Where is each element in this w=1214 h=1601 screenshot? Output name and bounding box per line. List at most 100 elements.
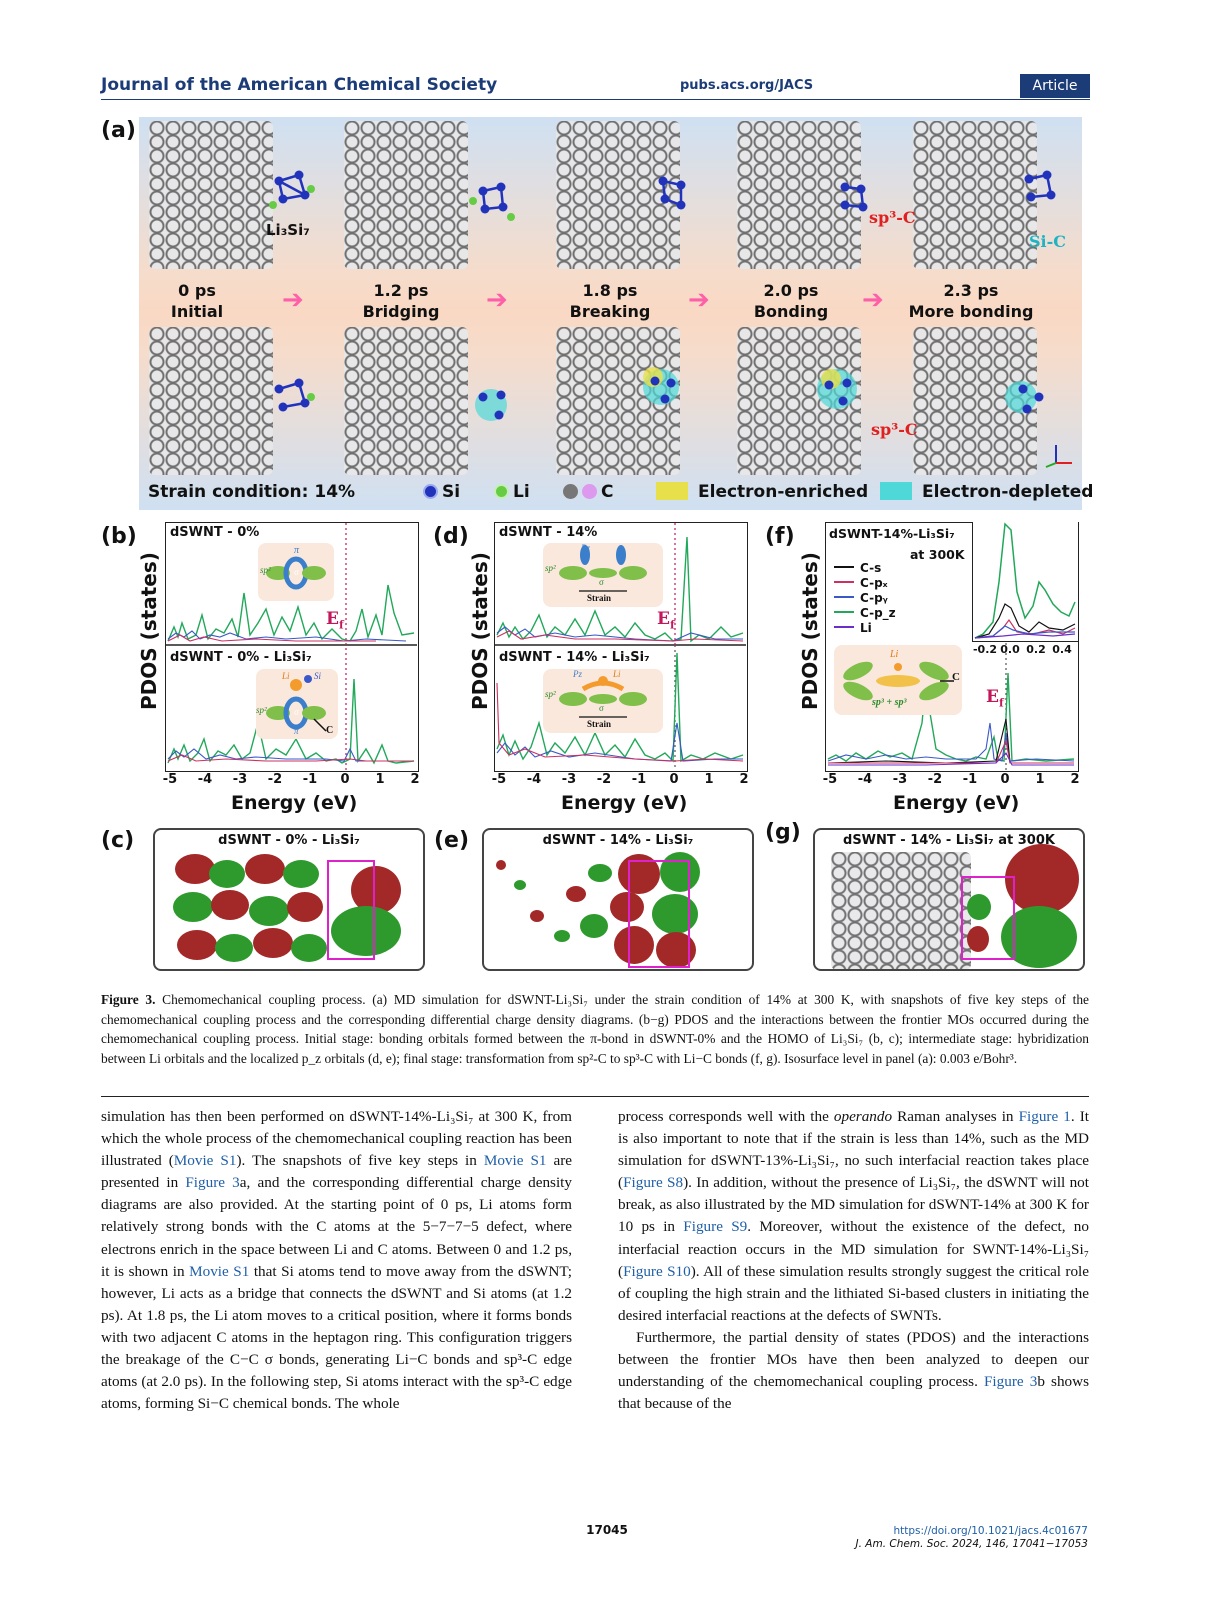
figure-3-link[interactable]: Figure 3: [185, 1174, 240, 1192]
li3si7-cluster: [840, 182, 868, 212]
paragraph: Furthermore, the partial density of stat…: [618, 1328, 1090, 1413]
fermi-level-label: Ef: [986, 687, 1004, 710]
panel-title: dSWNT - 14% - Li₃Si₇ at 300K: [843, 833, 1055, 848]
step-1-2ps: 1.2 ps Bridging: [362, 281, 440, 321]
orbital-inset: Li Si sp² π σ C: [256, 669, 338, 739]
pdos-plot: [495, 523, 746, 770]
li3si7-cluster: [643, 367, 679, 405]
orbital-diagram-icon: [266, 556, 326, 590]
li3si7-cluster: [469, 182, 515, 221]
c-atom-icon: [563, 484, 578, 499]
legend-c: C: [563, 482, 613, 502]
panel-label-a: (a): [101, 118, 136, 143]
fermi-level-label: Ef: [657, 609, 675, 632]
legend-item: C-p_z: [834, 606, 896, 621]
orbital-inset: Li C sp³ + sp³: [834, 645, 962, 715]
journal-site-link[interactable]: pubs.acs.org/JACS: [680, 78, 814, 93]
movie-s1-link[interactable]: Movie S1: [189, 1262, 250, 1280]
figure-3-link[interactable]: Figure 3: [983, 1373, 1038, 1391]
nanotube-snapshot: [831, 852, 971, 969]
arrow-right-icon: ➔: [486, 285, 508, 315]
nanotube-snapshot: [556, 121, 680, 269]
page-number: 17045: [586, 1523, 628, 1537]
figure-caption: Figure 3. Chemomechanical coupling proce…: [101, 990, 1089, 1069]
li3si7-cluster: [1005, 381, 1044, 414]
doi-link[interactable]: https://doi.org/10.1021/jacs.4c01677: [893, 1525, 1089, 1537]
pdos-top-title: dSWNT - 0%: [170, 525, 260, 540]
cluster-label: Li₃Si₇: [266, 221, 310, 239]
legend-item: C-pₓ: [834, 576, 896, 591]
journal-title: Journal of the American Chemical Society: [101, 75, 498, 95]
paragraph: simulation has then been performed on dS…: [101, 1108, 573, 1413]
panel-a-md-snapshots: Li₃Si₇ 0 ps Initial 1.2 ps Bridging 1.8 ps…: [139, 117, 1093, 510]
x-ticks: -5 -4 -3 -2 -1 0 1 2: [491, 772, 749, 787]
nanotube-snapshot: [149, 327, 273, 475]
arrow-right-icon: ➔: [282, 285, 304, 315]
citation-text: J. Am. Chem. Soc. 2024, 146, 17041−17053: [855, 1538, 1088, 1550]
y-axis-label: PDOS (states): [468, 552, 492, 710]
legend-li: Li: [494, 482, 530, 502]
panel-a-legend: Strain condition: 14% Si Li C Electron-e…: [139, 474, 1093, 510]
step-2-0ps: 2.0 ps Bonding: [753, 281, 829, 321]
pdos-subtitle: at 300K: [910, 547, 965, 562]
panel-title: dSWNT - 0% - Li₃Si₇: [218, 833, 360, 848]
nanotube-snapshot: [737, 121, 861, 269]
page-header: Journal of the American Chemical Society…: [101, 74, 1090, 100]
caption-label: Figure 3.: [101, 992, 156, 1007]
nanotube-snapshot: [913, 121, 1037, 269]
movie-s1-link[interactable]: Movie S1: [173, 1152, 237, 1170]
pdos-bottom-title: dSWNT - 14% - Li₃Si₇: [499, 650, 650, 665]
y-axis-label: PDOS (states): [798, 552, 822, 710]
orbital-diagram-icon: [559, 545, 647, 592]
orbital-panel-e: dSWNT - 14% - Li₃Si₇: [482, 828, 754, 971]
pdos-top-title: dSWNT - 14%: [499, 525, 598, 540]
li3si7-cluster: [269, 170, 315, 209]
step-2-3ps: 2.3 ps More bonding: [908, 281, 1034, 321]
pdos-plot: [166, 523, 417, 770]
orbital-inset: Pz sp² σ Strain: [543, 543, 663, 607]
figure-1-link[interactable]: Figure 1: [1018, 1108, 1071, 1125]
caption-text: Chemomechanical coupling process. (a) MD…: [101, 992, 1089, 1067]
legend-si: Si: [423, 482, 460, 502]
arrow-right-icon: ➔: [688, 285, 710, 315]
x-ticks: -5 -4 -3 -2 -1 0 1 2: [162, 772, 420, 787]
nanotube-snapshot: [344, 327, 468, 475]
x-axis-label: Energy (eV): [893, 792, 1020, 814]
annotation-sic: Si-C: [1029, 232, 1067, 251]
pdos-panel-d: dSWNT - 14% dSWNT - 14% - Li₃Si₇ Ef Pz s…: [494, 522, 748, 772]
annotation-sp3c: sp³-C: [871, 420, 918, 439]
figure-s9-link[interactable]: Figure S9: [683, 1218, 748, 1236]
panel-label-c: (c): [101, 828, 135, 853]
axis-triad-icon: [1045, 445, 1072, 468]
li3si7-cluster: [475, 389, 507, 421]
li3si7-cluster: [658, 176, 686, 210]
paragraph: process corresponds well with the operan…: [618, 1108, 1089, 1324]
pdos-legend: C-s C-pₓ C-pᵧ C-p_z Li: [834, 561, 896, 636]
li-atom-icon: [494, 484, 509, 499]
pdos-plot: [827, 643, 1075, 770]
pdos-panel-f: -0.2 0.0 0.2 0.4 dSWNT-14%-Li₃Si₇ at 300K C…: [825, 522, 1079, 772]
panel-label-d: (d): [433, 524, 469, 549]
pdos-inset-plot: [974, 522, 1076, 639]
pdos-bottom-title: dSWNT - 0% - Li₃Si₇: [170, 650, 312, 665]
legend-item: Li: [834, 621, 896, 636]
pdos-panel-b: dSWNT - 0% dSWNT - 0% - Li₃Si₇ Ef sp² π …: [165, 522, 419, 772]
step-0ps: 0 ps Initial: [170, 281, 224, 321]
arrow-right-icon: ➔: [862, 285, 884, 315]
x-axis-label: Energy (eV): [561, 792, 688, 814]
li3si7-cluster: [1024, 170, 1056, 202]
step-1-8ps: 1.8 ps Breaking: [569, 281, 651, 321]
movie-s1-link[interactable]: Movie S1: [483, 1152, 547, 1170]
orbital-inset: Pz Li sp² σ Strain: [543, 669, 663, 733]
swatch-cyan: [880, 482, 912, 500]
legend-enriched: Electron-enriched: [656, 482, 868, 502]
article-type-badge: Article: [1020, 74, 1090, 98]
orbital-panel-g: dSWNT - 14% - Li₃Si₇ at 300K: [813, 828, 1085, 971]
figure-s8-link[interactable]: Figure S8: [623, 1174, 684, 1192]
pdos-inset-zoom: [972, 522, 1078, 642]
left-column: simulation has then been performed on dS…: [101, 1106, 572, 1415]
orbital-diagram-icon: [559, 676, 647, 718]
figure-s10-link[interactable]: Figure S10: [623, 1262, 691, 1280]
legend-item: C-pᵧ: [834, 591, 896, 606]
orbital-inset: sp² π σ: [258, 543, 334, 601]
